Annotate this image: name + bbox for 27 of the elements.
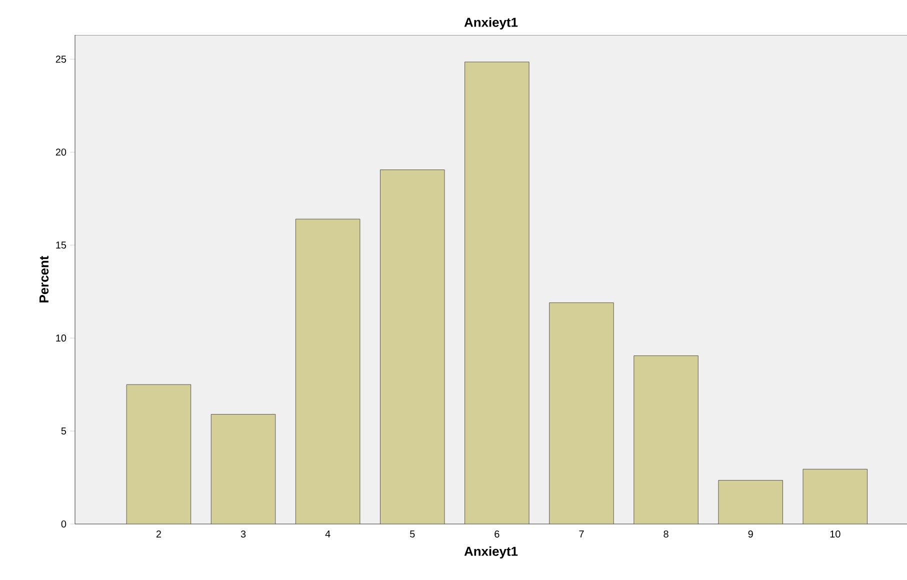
x-tick-label: 6 (494, 530, 500, 538)
bar (718, 480, 783, 524)
x-tick-label: 5 (410, 530, 415, 538)
bar (464, 62, 530, 524)
bar (210, 414, 276, 524)
chart-title: Anxieyt1 (464, 17, 518, 30)
y-tick-label: 25 (56, 56, 66, 63)
x-axis-title: Anxieyt1 (464, 546, 518, 558)
x-tick-label: 7 (579, 530, 584, 538)
bar (380, 170, 445, 524)
bar (126, 384, 192, 524)
x-tick-label: 9 (748, 530, 753, 538)
y-tick-label: 20 (56, 148, 66, 156)
y-axis-title: Percent (40, 256, 49, 302)
x-tick-label: 4 (325, 530, 330, 538)
y-tick-label: 10 (56, 334, 66, 342)
bar (549, 302, 614, 524)
x-tick-label: 3 (240, 530, 246, 538)
y-tick-label: 15 (56, 242, 66, 249)
y-tick-label: 5 (61, 428, 66, 435)
x-tick-label: 10 (830, 530, 840, 538)
y-tick-label: 0 (61, 520, 66, 528)
bar (634, 356, 698, 524)
x-tick-label: 2 (156, 530, 161, 538)
bar (802, 468, 868, 524)
bar (295, 218, 360, 524)
x-tick-label: 8 (664, 530, 668, 538)
